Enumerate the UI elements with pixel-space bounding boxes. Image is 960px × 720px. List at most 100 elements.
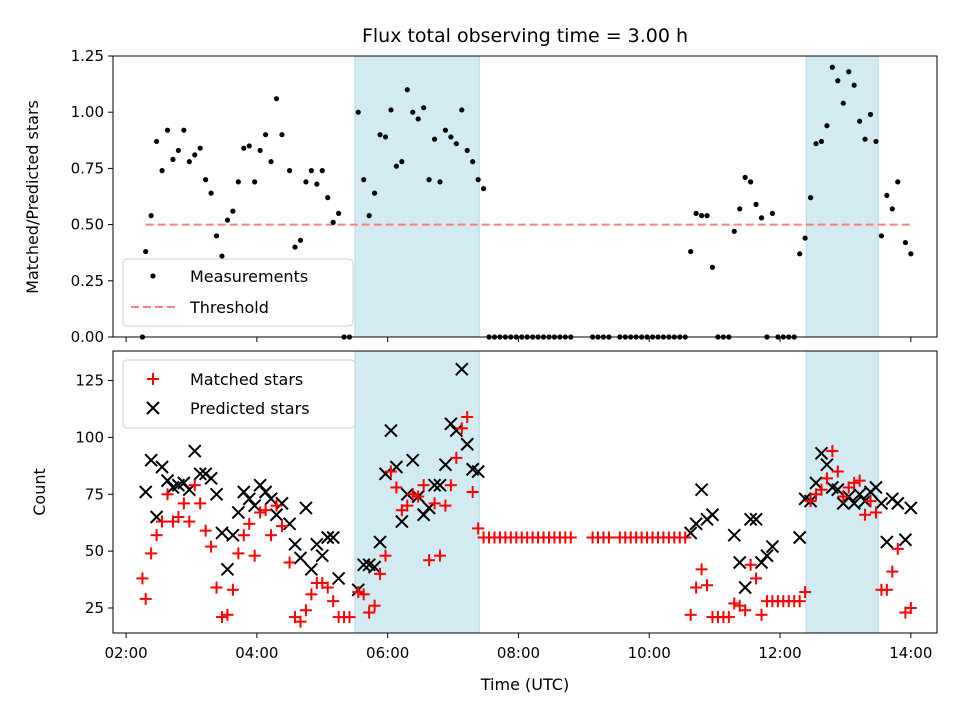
measurement-point bbox=[164, 127, 171, 133]
predicted-star-point bbox=[760, 548, 774, 563]
matched-star-point bbox=[684, 608, 697, 621]
matched-star-point bbox=[294, 615, 307, 628]
matched-star-point bbox=[695, 563, 708, 576]
predicted-star-point bbox=[288, 537, 302, 552]
measurement-point bbox=[704, 213, 710, 219]
measurement-point bbox=[818, 138, 825, 145]
matched-star-point bbox=[450, 451, 463, 464]
matched-star-point bbox=[145, 547, 158, 560]
matched-star-point bbox=[150, 529, 163, 542]
predicted-star-point bbox=[406, 453, 420, 467]
matched-star-point bbox=[564, 531, 577, 544]
measurement-point bbox=[824, 123, 830, 129]
matched-star-point bbox=[728, 597, 741, 610]
measurement-point bbox=[297, 237, 304, 243]
predicted-star-point bbox=[326, 530, 340, 545]
matched-star-point bbox=[755, 608, 768, 621]
predicted-star-point bbox=[427, 478, 442, 492]
predicted-star-point bbox=[373, 535, 387, 549]
measurement-point bbox=[404, 87, 410, 93]
chart-title: Flux total observing time = 3.00 h bbox=[362, 25, 688, 47]
predicted-star-point bbox=[455, 362, 469, 376]
matched-star-point bbox=[722, 611, 735, 624]
predicted-star-point bbox=[814, 446, 829, 461]
matched-star-point bbox=[305, 588, 318, 601]
predicted-star-point bbox=[438, 458, 453, 472]
matched-star-point bbox=[183, 515, 196, 528]
predicted-star-point bbox=[874, 496, 889, 511]
matched-star-point bbox=[259, 504, 272, 517]
y-tick-label: 0.25 bbox=[71, 272, 104, 290]
matched-star-point bbox=[243, 517, 256, 530]
predicted-star-point bbox=[275, 496, 289, 511]
predicted-star-point bbox=[792, 530, 807, 545]
measurement-point bbox=[846, 69, 852, 75]
matched-star-point bbox=[423, 554, 436, 567]
predicted-star-point bbox=[847, 496, 861, 511]
measurement-point bbox=[437, 179, 443, 185]
matched-star-point bbox=[837, 490, 850, 503]
predicted-star-point bbox=[310, 537, 324, 552]
predicted-star-point bbox=[689, 517, 703, 531]
measurement-point bbox=[286, 168, 293, 174]
matched-star-point bbox=[136, 572, 149, 585]
measurement-point bbox=[361, 177, 367, 183]
matched-star-point bbox=[820, 472, 833, 485]
matched-star-point bbox=[156, 515, 169, 528]
matched-star-point bbox=[880, 583, 893, 596]
matched-star-point bbox=[205, 540, 218, 553]
predicted-star-point bbox=[315, 548, 329, 563]
matched-star-point bbox=[226, 583, 239, 596]
predicted-star-point bbox=[831, 483, 845, 497]
measurement-point bbox=[742, 174, 748, 180]
predicted-star-point bbox=[247, 498, 262, 513]
count-panel: 25 50 75 100 125 02:00 04:00 06:00 08:00 10:00 12… bbox=[30, 350, 938, 694]
measurement-point bbox=[421, 105, 427, 111]
measurement-point bbox=[431, 136, 438, 142]
measurement-point bbox=[314, 181, 320, 187]
x-tick-label: 06:00 bbox=[366, 644, 409, 662]
measurement-point bbox=[813, 141, 819, 147]
y-tick-label: 0.00 bbox=[71, 328, 104, 346]
measurement-point bbox=[480, 186, 487, 192]
legend-predicted-label: Predicted stars bbox=[190, 399, 310, 418]
predicted-star-point bbox=[231, 505, 246, 520]
predicted-star-point bbox=[891, 496, 905, 511]
matched-star-point bbox=[221, 608, 234, 621]
y-tick-label: 50 bbox=[85, 542, 104, 560]
matched-star-point bbox=[343, 611, 356, 624]
measurement-point bbox=[884, 192, 890, 198]
predicted-star-point bbox=[144, 453, 158, 467]
measurement-point bbox=[829, 64, 835, 70]
measurement-point bbox=[895, 179, 901, 185]
predicted-star-point bbox=[898, 533, 913, 547]
matched-star-point bbox=[248, 549, 261, 562]
matched-star-point bbox=[379, 549, 392, 562]
measurement-point bbox=[758, 215, 765, 221]
y-tick-label: 25 bbox=[85, 599, 104, 617]
matched-star-point bbox=[602, 531, 615, 544]
measurement-point bbox=[878, 233, 885, 239]
y-tick-label: 75 bbox=[85, 485, 104, 503]
measurement-point bbox=[448, 134, 454, 140]
predicted-star-point bbox=[215, 526, 229, 540]
matched-star-point bbox=[439, 499, 452, 512]
measurement-point bbox=[186, 159, 192, 165]
measurement-point bbox=[292, 244, 298, 250]
measurement-point bbox=[355, 109, 361, 115]
top-legend-box bbox=[122, 258, 354, 327]
measurement-point bbox=[308, 168, 314, 174]
measurement-point bbox=[693, 210, 699, 216]
predicted-star-point bbox=[321, 530, 335, 545]
predicted-star-point bbox=[694, 483, 709, 497]
top-x-ticks bbox=[125, 337, 912, 342]
bottom-plot-frame bbox=[112, 350, 938, 634]
matched-star-point bbox=[254, 506, 267, 519]
matched-star-point bbox=[864, 495, 877, 508]
legend-measurements-marker bbox=[150, 273, 156, 279]
top-y-ticks: 0.00 0.25 0.50 0.75 1.00 1.25 bbox=[71, 47, 113, 346]
measurement-point bbox=[262, 132, 269, 138]
measurement-point bbox=[330, 219, 336, 225]
matched-star-point bbox=[210, 581, 223, 594]
